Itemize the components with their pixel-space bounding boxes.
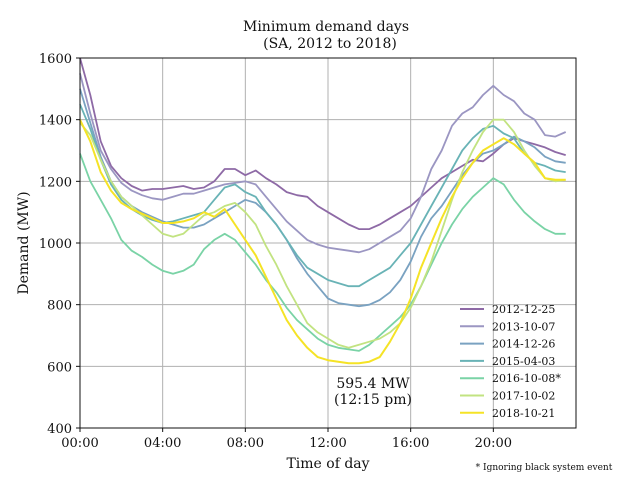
- x-tick-label: 00:00: [61, 436, 98, 451]
- legend-label: 2015-04-03: [492, 355, 555, 368]
- y-tick-label: 1400: [39, 114, 72, 129]
- x-tick-labels: 00:00 04:00 08:00 12:00 16:00 20:00: [61, 428, 512, 451]
- y-tick-labels: 400 600 800 1000 1200 1400 1600: [39, 52, 80, 437]
- y-tick-label: 1600: [39, 52, 72, 67]
- series-line-20141226: [79, 88, 566, 308]
- legend-label: 2017-10-02: [492, 390, 555, 403]
- x-tick-label: 12:00: [309, 436, 346, 451]
- x-tick-label: 04:00: [144, 436, 181, 451]
- x-tick-label: 08:00: [227, 436, 264, 451]
- legend-label: 2013-10-07: [492, 320, 555, 333]
- legend-label: 2016-10-08*: [492, 372, 561, 385]
- y-tick-label: 1200: [39, 175, 72, 190]
- x-axis-label: Time of day: [286, 456, 369, 472]
- y-tick-label: 600: [47, 360, 72, 375]
- series-line-20121225: [79, 57, 566, 231]
- y-tick-label: 1000: [39, 237, 72, 252]
- footnote: * Ignoring black system event: [476, 463, 613, 473]
- chart-title: Minimum demand days: [243, 19, 409, 35]
- legend: 2012-12-25 2013-10-07 2014-12-26 2015-04-03…: [460, 303, 561, 420]
- chart-subtitle: (SA, 2012 to 2018): [263, 36, 397, 52]
- series-line-20161008: [79, 153, 566, 352]
- y-axis-label: Demand (MW): [16, 191, 32, 294]
- series-lines: [79, 57, 567, 365]
- min-annotation-time: (12:15 pm): [334, 392, 412, 408]
- series-line-20131007: [79, 73, 567, 254]
- series-line-20171002: [79, 118, 566, 349]
- x-tick-label: 16:00: [392, 436, 429, 451]
- y-tick-label: 400: [47, 422, 72, 437]
- x-tick-label: 20:00: [475, 436, 512, 451]
- series-line-20181021: [79, 119, 566, 365]
- legend-label: 2012-12-25: [492, 303, 555, 316]
- y-tick-label: 800: [47, 299, 72, 314]
- legend-label: 2018-10-21: [492, 407, 555, 420]
- legend-label: 2014-12-26: [492, 338, 555, 351]
- min-annotation-value: 595.4 MW: [336, 376, 410, 392]
